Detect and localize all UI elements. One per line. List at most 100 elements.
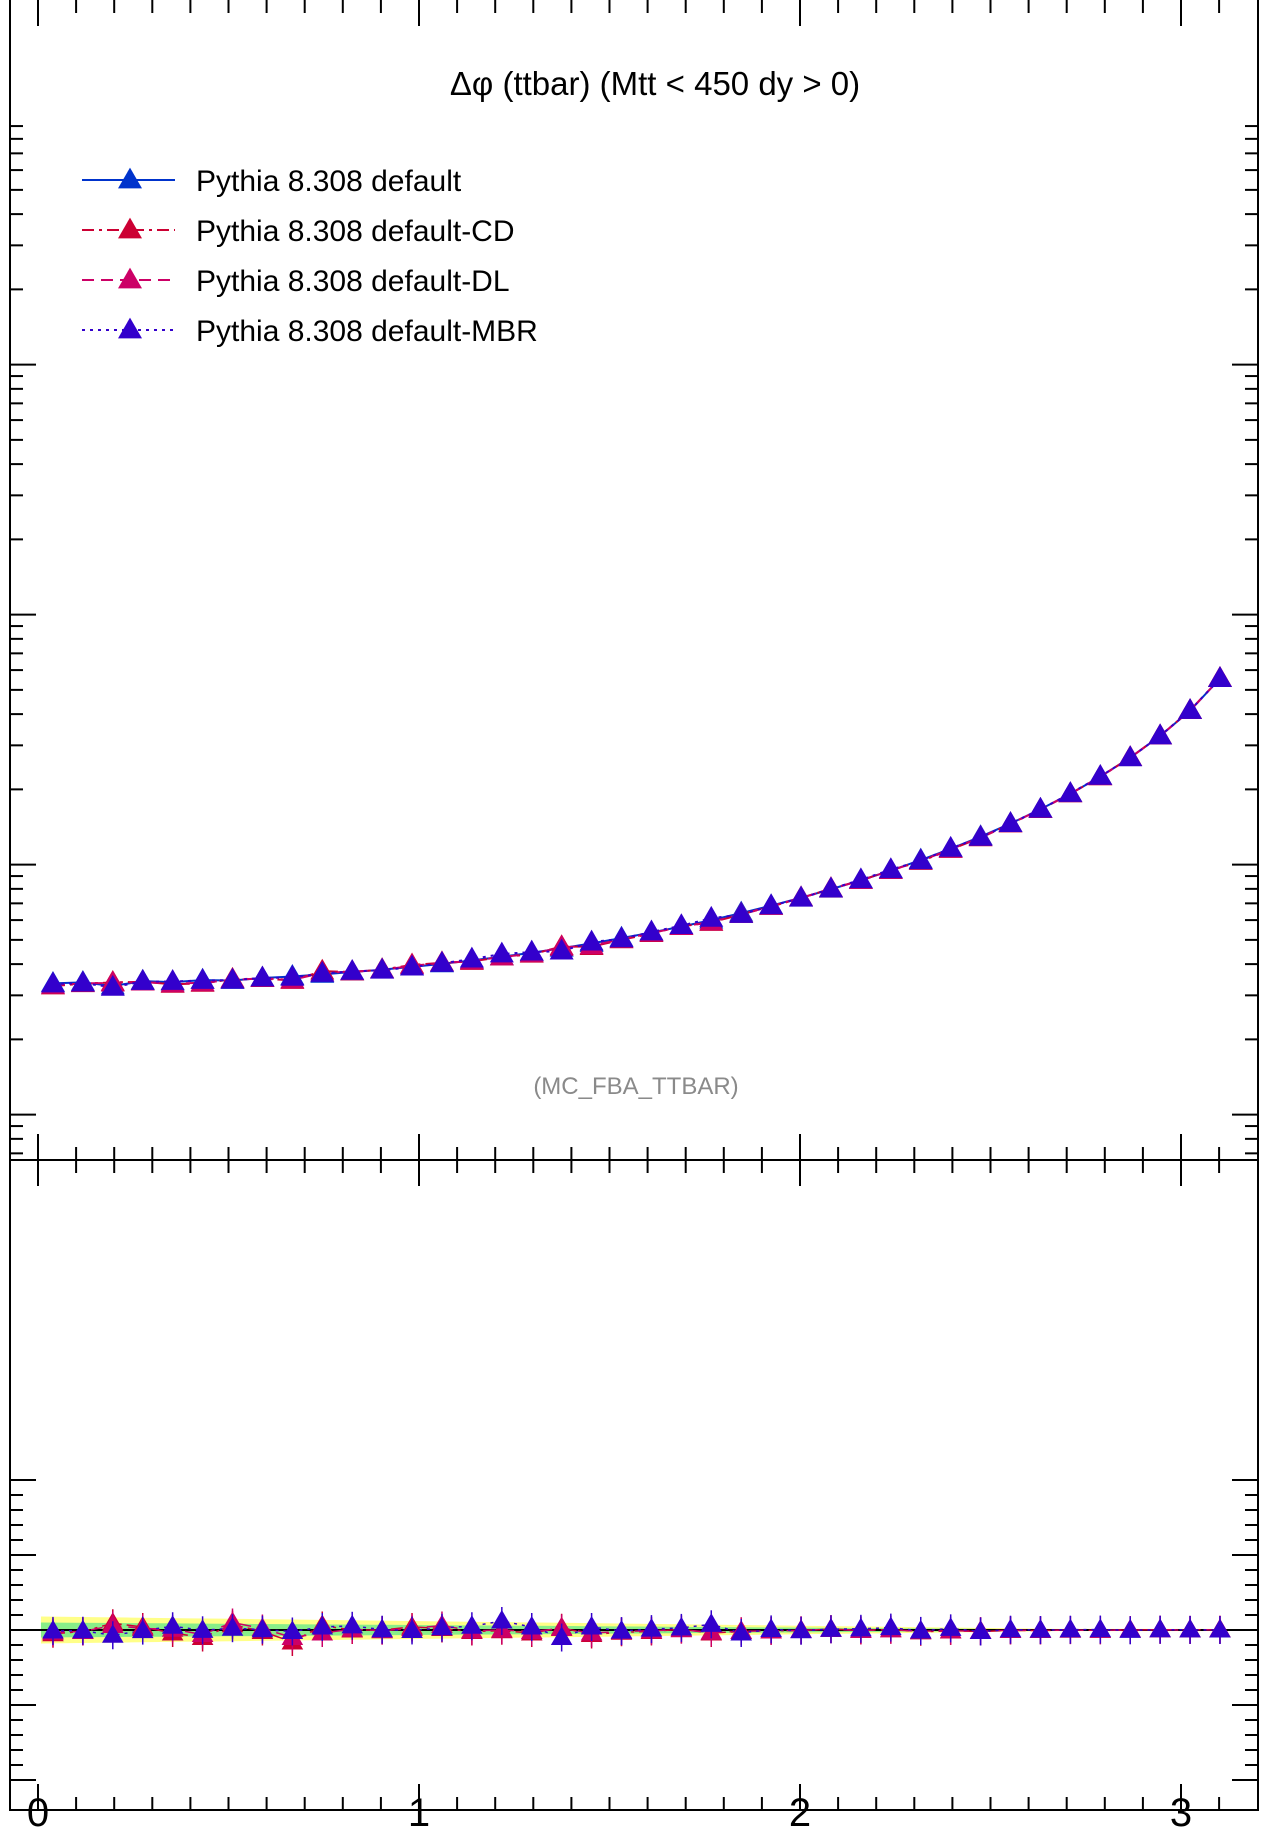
ratio-data-point	[191, 1619, 214, 1638]
legend-marker	[118, 217, 142, 239]
data-point	[1028, 796, 1053, 818]
ratio-data-point	[131, 1619, 154, 1639]
legend-label: Pythia 8.308 default-DL	[196, 265, 510, 298]
legend-marker	[118, 167, 142, 189]
data-point	[70, 970, 95, 992]
data-point	[1118, 745, 1143, 767]
ratio-data-point	[1029, 1618, 1052, 1638]
ratio-data-point	[670, 1616, 693, 1636]
ratio-data-point	[820, 1618, 842, 1637]
ratio-data-point	[969, 1620, 992, 1640]
data-point	[1148, 723, 1173, 745]
data-point	[519, 939, 544, 961]
ratio-data-point	[1209, 1618, 1231, 1638]
data-point	[848, 867, 873, 889]
data-point	[160, 969, 185, 990]
data-point	[40, 971, 65, 993]
data-point	[579, 929, 604, 951]
x-tick-label: 1	[408, 1791, 430, 1829]
data-point	[789, 885, 814, 907]
ratio-data-point	[730, 1621, 753, 1641]
legend-entry: Pythia 8.308 default	[82, 165, 462, 198]
ratio-data-point	[431, 1616, 453, 1636]
data-point	[669, 913, 694, 935]
legend: Pythia 8.308 default Pythia 8.308 default…	[82, 165, 538, 348]
x-tick-labels: 0 1 2 3	[27, 1791, 1192, 1829]
data-point	[699, 905, 724, 927]
ratio-data-point	[251, 1618, 274, 1638]
ratio-panel-frame	[9, 1159, 1259, 1811]
data-point	[130, 969, 155, 990]
data-point	[220, 967, 245, 989]
data-point	[878, 857, 903, 879]
analysis-watermark: (MC_FBA_TTBAR)	[533, 1073, 738, 1100]
data-point	[340, 959, 365, 980]
x-tick-label: 0	[27, 1791, 49, 1829]
data-point	[400, 954, 425, 976]
data-point	[250, 965, 275, 987]
ratio-data-point	[880, 1616, 902, 1636]
ratio-data-point	[221, 1617, 244, 1636]
legend-entry: Pythia 8.308 default-DL	[82, 265, 510, 298]
ratio-data-point	[101, 1624, 124, 1643]
data-point	[280, 964, 305, 986]
ratio-data-point	[550, 1626, 573, 1646]
data-point	[1178, 698, 1203, 719]
ratio-data-point	[1089, 1618, 1112, 1638]
data-point	[968, 825, 993, 846]
series-line-2	[52, 677, 1221, 987]
ratio-data-point	[161, 1615, 184, 1634]
ratio-series-markers	[42, 1607, 1231, 1656]
ratio-data-point	[42, 1619, 64, 1639]
data-point	[639, 919, 664, 941]
ratio-data-point	[999, 1618, 1022, 1638]
data-point	[549, 938, 574, 960]
data-point	[818, 876, 843, 898]
ratio-data-point	[520, 1615, 543, 1635]
legend-entry: Pythia 8.308 default-CD	[82, 215, 515, 248]
ratio-data-point	[790, 1619, 812, 1639]
axis-ticks	[10, 0, 1258, 1810]
ratio-line-1	[52, 1621, 1220, 1639]
data-point	[609, 926, 634, 948]
data-point	[370, 957, 395, 979]
ratio-series-lines	[10, 1620, 1258, 1643]
legend-label: Pythia 8.308 default-MBR	[196, 315, 538, 348]
ratio-data-point	[461, 1615, 483, 1634]
legend-entry: Pythia 8.308 default-MBR	[82, 315, 538, 348]
data-point	[998, 811, 1023, 832]
data-point	[908, 848, 933, 870]
legend-marker	[118, 317, 142, 339]
ratio-data-point	[909, 1619, 932, 1639]
ratio-data-point	[700, 1613, 723, 1632]
ratio-data-point	[1059, 1618, 1082, 1638]
data-point	[729, 902, 754, 923]
data-point	[1088, 763, 1113, 785]
ratio-data-point	[371, 1618, 393, 1638]
ratio-data-point	[760, 1618, 782, 1637]
data-point	[1207, 666, 1232, 687]
chart-title: Δφ (ttbar) (Mtt < 450 dy > 0)	[450, 65, 860, 102]
x-tick-label: 3	[1170, 1791, 1192, 1829]
ratio-data-point	[281, 1620, 304, 1640]
ratio-data-point	[72, 1619, 94, 1639]
data-point	[489, 941, 514, 963]
ratio-data-point	[401, 1619, 423, 1639]
ratio-data-point	[580, 1615, 603, 1635]
ratio-data-point	[610, 1619, 633, 1639]
legend-label: Pythia 8.308 default	[196, 165, 462, 198]
data-point	[459, 946, 484, 968]
data-point	[100, 974, 125, 996]
data-point	[759, 893, 784, 915]
ratio-data-point	[939, 1617, 962, 1636]
plot-frames	[9, 0, 1259, 1811]
x-tick-label: 2	[789, 1791, 811, 1829]
ratio-data-point	[491, 1609, 513, 1629]
legend-marker	[118, 267, 142, 289]
data-point	[429, 950, 454, 972]
data-point	[190, 968, 215, 989]
data-point	[938, 835, 963, 857]
main-series-lines	[52, 677, 1221, 989]
ratio-data-point	[1149, 1618, 1171, 1638]
